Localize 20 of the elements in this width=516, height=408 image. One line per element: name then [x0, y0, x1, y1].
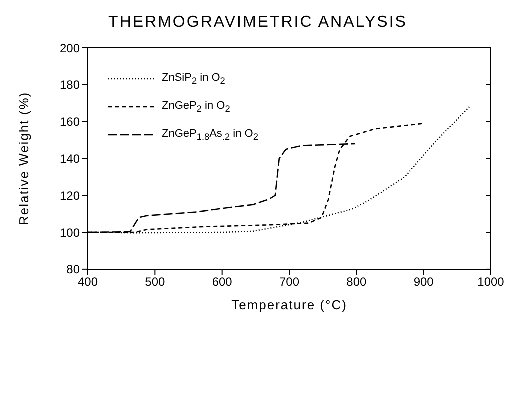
x-axis-title: Temperature (°C)	[232, 297, 348, 312]
y-tick-label: 120	[60, 188, 80, 203]
y-tick-label: 80	[66, 262, 80, 277]
chart-title: THERMOGRAVIMETRIC ANALYSIS	[108, 13, 408, 33]
x-tick-label: 600	[212, 274, 233, 289]
x-tick-label: 700	[279, 274, 300, 289]
y-tick-label: 160	[60, 115, 80, 130]
y-tick-label: 200	[60, 41, 80, 56]
legend-label: ZnGeP$_{1.8}$As$_{.2}$ in O$_{2}$	[162, 128, 258, 143]
legend-label: ZnSiP$_{2}$ in O$_{2}$	[162, 72, 226, 86]
y-tick-label: 180	[60, 78, 80, 92]
x-tick-label: 400	[78, 274, 98, 289]
x-tick-label: 1000	[478, 274, 505, 289]
x-tick-label: 800	[346, 274, 367, 289]
y-axis-title: Relative Weight (%)	[16, 92, 32, 226]
legend-label: ZnGeP$_{2}$ in O$_{2}$	[162, 100, 230, 114]
x-tick-label: 500	[145, 274, 166, 289]
y-tick-label: 140	[60, 152, 80, 166]
x-tick-label: 900	[414, 274, 434, 289]
y-tick-label: 100	[60, 226, 80, 240]
